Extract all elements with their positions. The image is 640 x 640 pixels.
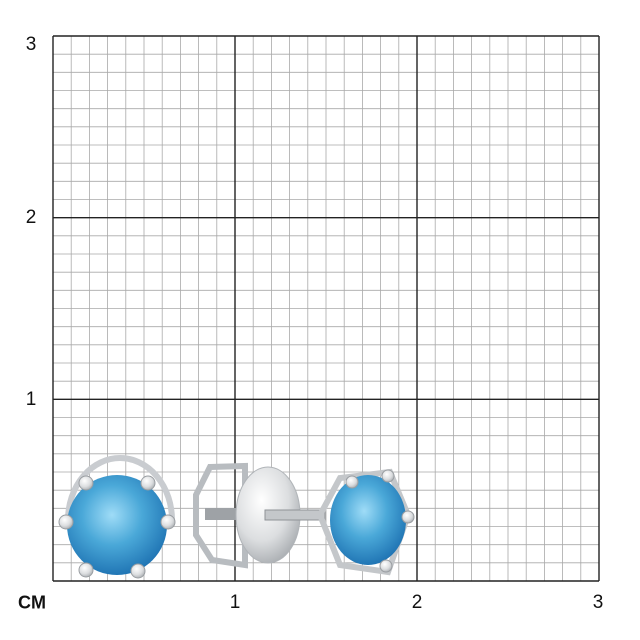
gemstone <box>330 475 406 565</box>
gemstone <box>67 475 167 575</box>
unit-label: CM <box>18 592 46 613</box>
earring-front-view <box>58 455 176 579</box>
y-label-3: 3 <box>25 34 37 55</box>
major-grid-lines <box>52 35 600 582</box>
earring-side-view <box>316 468 415 576</box>
y-label-2: 2 <box>25 207 37 228</box>
x-label-3: 3 <box>592 592 604 613</box>
x-label-1: 1 <box>229 592 241 613</box>
y-label-1: 1 <box>25 389 37 410</box>
earring-screw-back <box>193 462 326 569</box>
x-label-2: 2 <box>411 592 423 613</box>
prongs <box>58 475 176 579</box>
